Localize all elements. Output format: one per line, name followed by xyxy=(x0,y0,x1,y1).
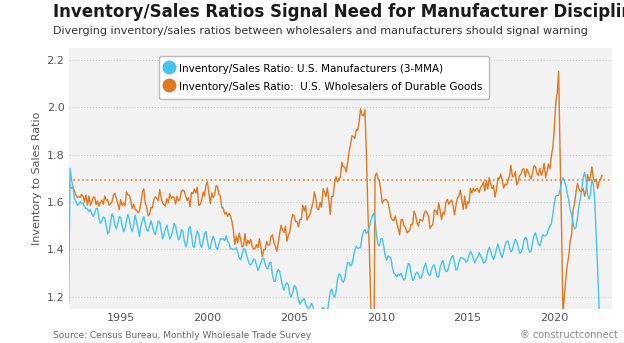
Y-axis label: Inventory to Sales Ratio: Inventory to Sales Ratio xyxy=(32,112,42,245)
Legend: Inventory/Sales Ratio: U.S. Manufacturers (3-MMA), Inventory/Sales Ratio:  U.S. : Inventory/Sales Ratio: U.S. Manufacturer… xyxy=(158,56,489,99)
Text: Diverging inventory/sales ratios between wholesalers and manufacturers should si: Diverging inventory/sales ratios between… xyxy=(53,26,588,36)
Text: Source: Census Bureau, Monthly Wholesale Trade Survey: Source: Census Bureau, Monthly Wholesale… xyxy=(53,331,311,340)
Text: Inventory/Sales Ratios Signal Need for Manufacturer Discipline: Inventory/Sales Ratios Signal Need for M… xyxy=(53,3,624,21)
Text: ® constructconnect: ® constructconnect xyxy=(520,330,618,340)
